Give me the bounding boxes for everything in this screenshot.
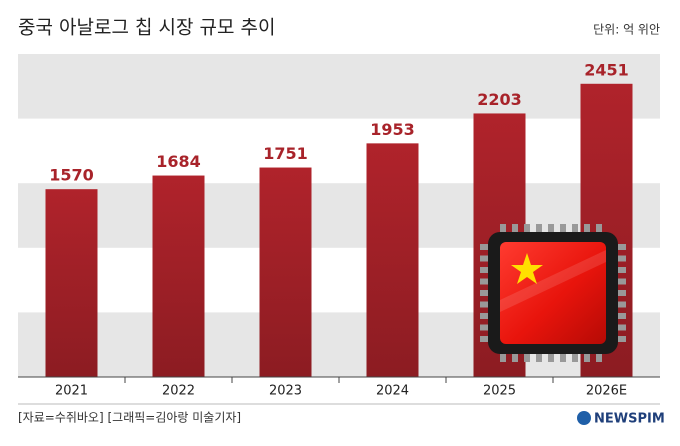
- pin: [524, 350, 530, 362]
- pin: [614, 290, 626, 296]
- unit-label: 단위: 억 위안: [593, 23, 660, 37]
- pin: [480, 313, 492, 319]
- bar: [366, 143, 419, 377]
- logo: NEWSPIM: [594, 412, 665, 427]
- pin: [614, 278, 626, 285]
- pin: [524, 224, 530, 236]
- pin: [536, 224, 542, 236]
- pin: [614, 324, 626, 331]
- logo-mark: [577, 411, 591, 425]
- pin: [560, 224, 566, 236]
- x-tick-label: 2021: [55, 384, 88, 399]
- chip-icon: [480, 224, 626, 362]
- pin: [548, 224, 554, 236]
- pin: [480, 301, 492, 308]
- bar: [45, 189, 98, 377]
- pin: [596, 350, 602, 362]
- x-tick-label: 2025: [483, 384, 516, 399]
- pin: [500, 224, 506, 236]
- pin: [480, 244, 492, 250]
- pin: [560, 350, 566, 362]
- pin: [614, 244, 626, 250]
- pin: [572, 350, 578, 362]
- value-label: 2451: [584, 60, 629, 79]
- pin: [584, 350, 590, 362]
- flag-star: [511, 253, 543, 284]
- x-tick-label: 2026E: [586, 384, 627, 399]
- pin: [480, 336, 492, 342]
- pin: [614, 313, 626, 319]
- value-label: 1953: [370, 120, 415, 139]
- pin: [584, 224, 590, 236]
- pin: [480, 267, 492, 273]
- pin: [614, 336, 626, 342]
- value-label: 2203: [477, 90, 522, 109]
- pin: [512, 224, 518, 236]
- source-note: [자료=수쥐바오] [그래픽=김아랑 미술기자]: [18, 411, 241, 425]
- pin: [512, 350, 518, 362]
- x-tick-label: 2023: [269, 384, 302, 399]
- pin: [480, 278, 492, 285]
- pin: [614, 301, 626, 308]
- pin: [480, 324, 492, 331]
- value-label: 1751: [263, 144, 308, 163]
- value-label: 1684: [156, 152, 201, 171]
- value-label: 1570: [49, 166, 94, 185]
- bar: [152, 175, 205, 377]
- pin: [500, 350, 506, 362]
- x-tick-label: 2022: [162, 384, 195, 399]
- x-tick-label: 2024: [376, 384, 409, 399]
- chip-glare: [500, 250, 606, 312]
- pin: [548, 350, 554, 362]
- pin: [572, 224, 578, 236]
- pin: [596, 224, 602, 236]
- pin: [480, 255, 492, 262]
- pin: [480, 290, 492, 296]
- bar: [259, 167, 312, 377]
- pin: [614, 267, 626, 273]
- pin: [614, 255, 626, 262]
- pin: [536, 350, 542, 362]
- chart-title: 중국 아날로그 칩 시장 규모 추이: [18, 17, 275, 39]
- chip-pins: [480, 224, 626, 362]
- stripe: [18, 54, 660, 119]
